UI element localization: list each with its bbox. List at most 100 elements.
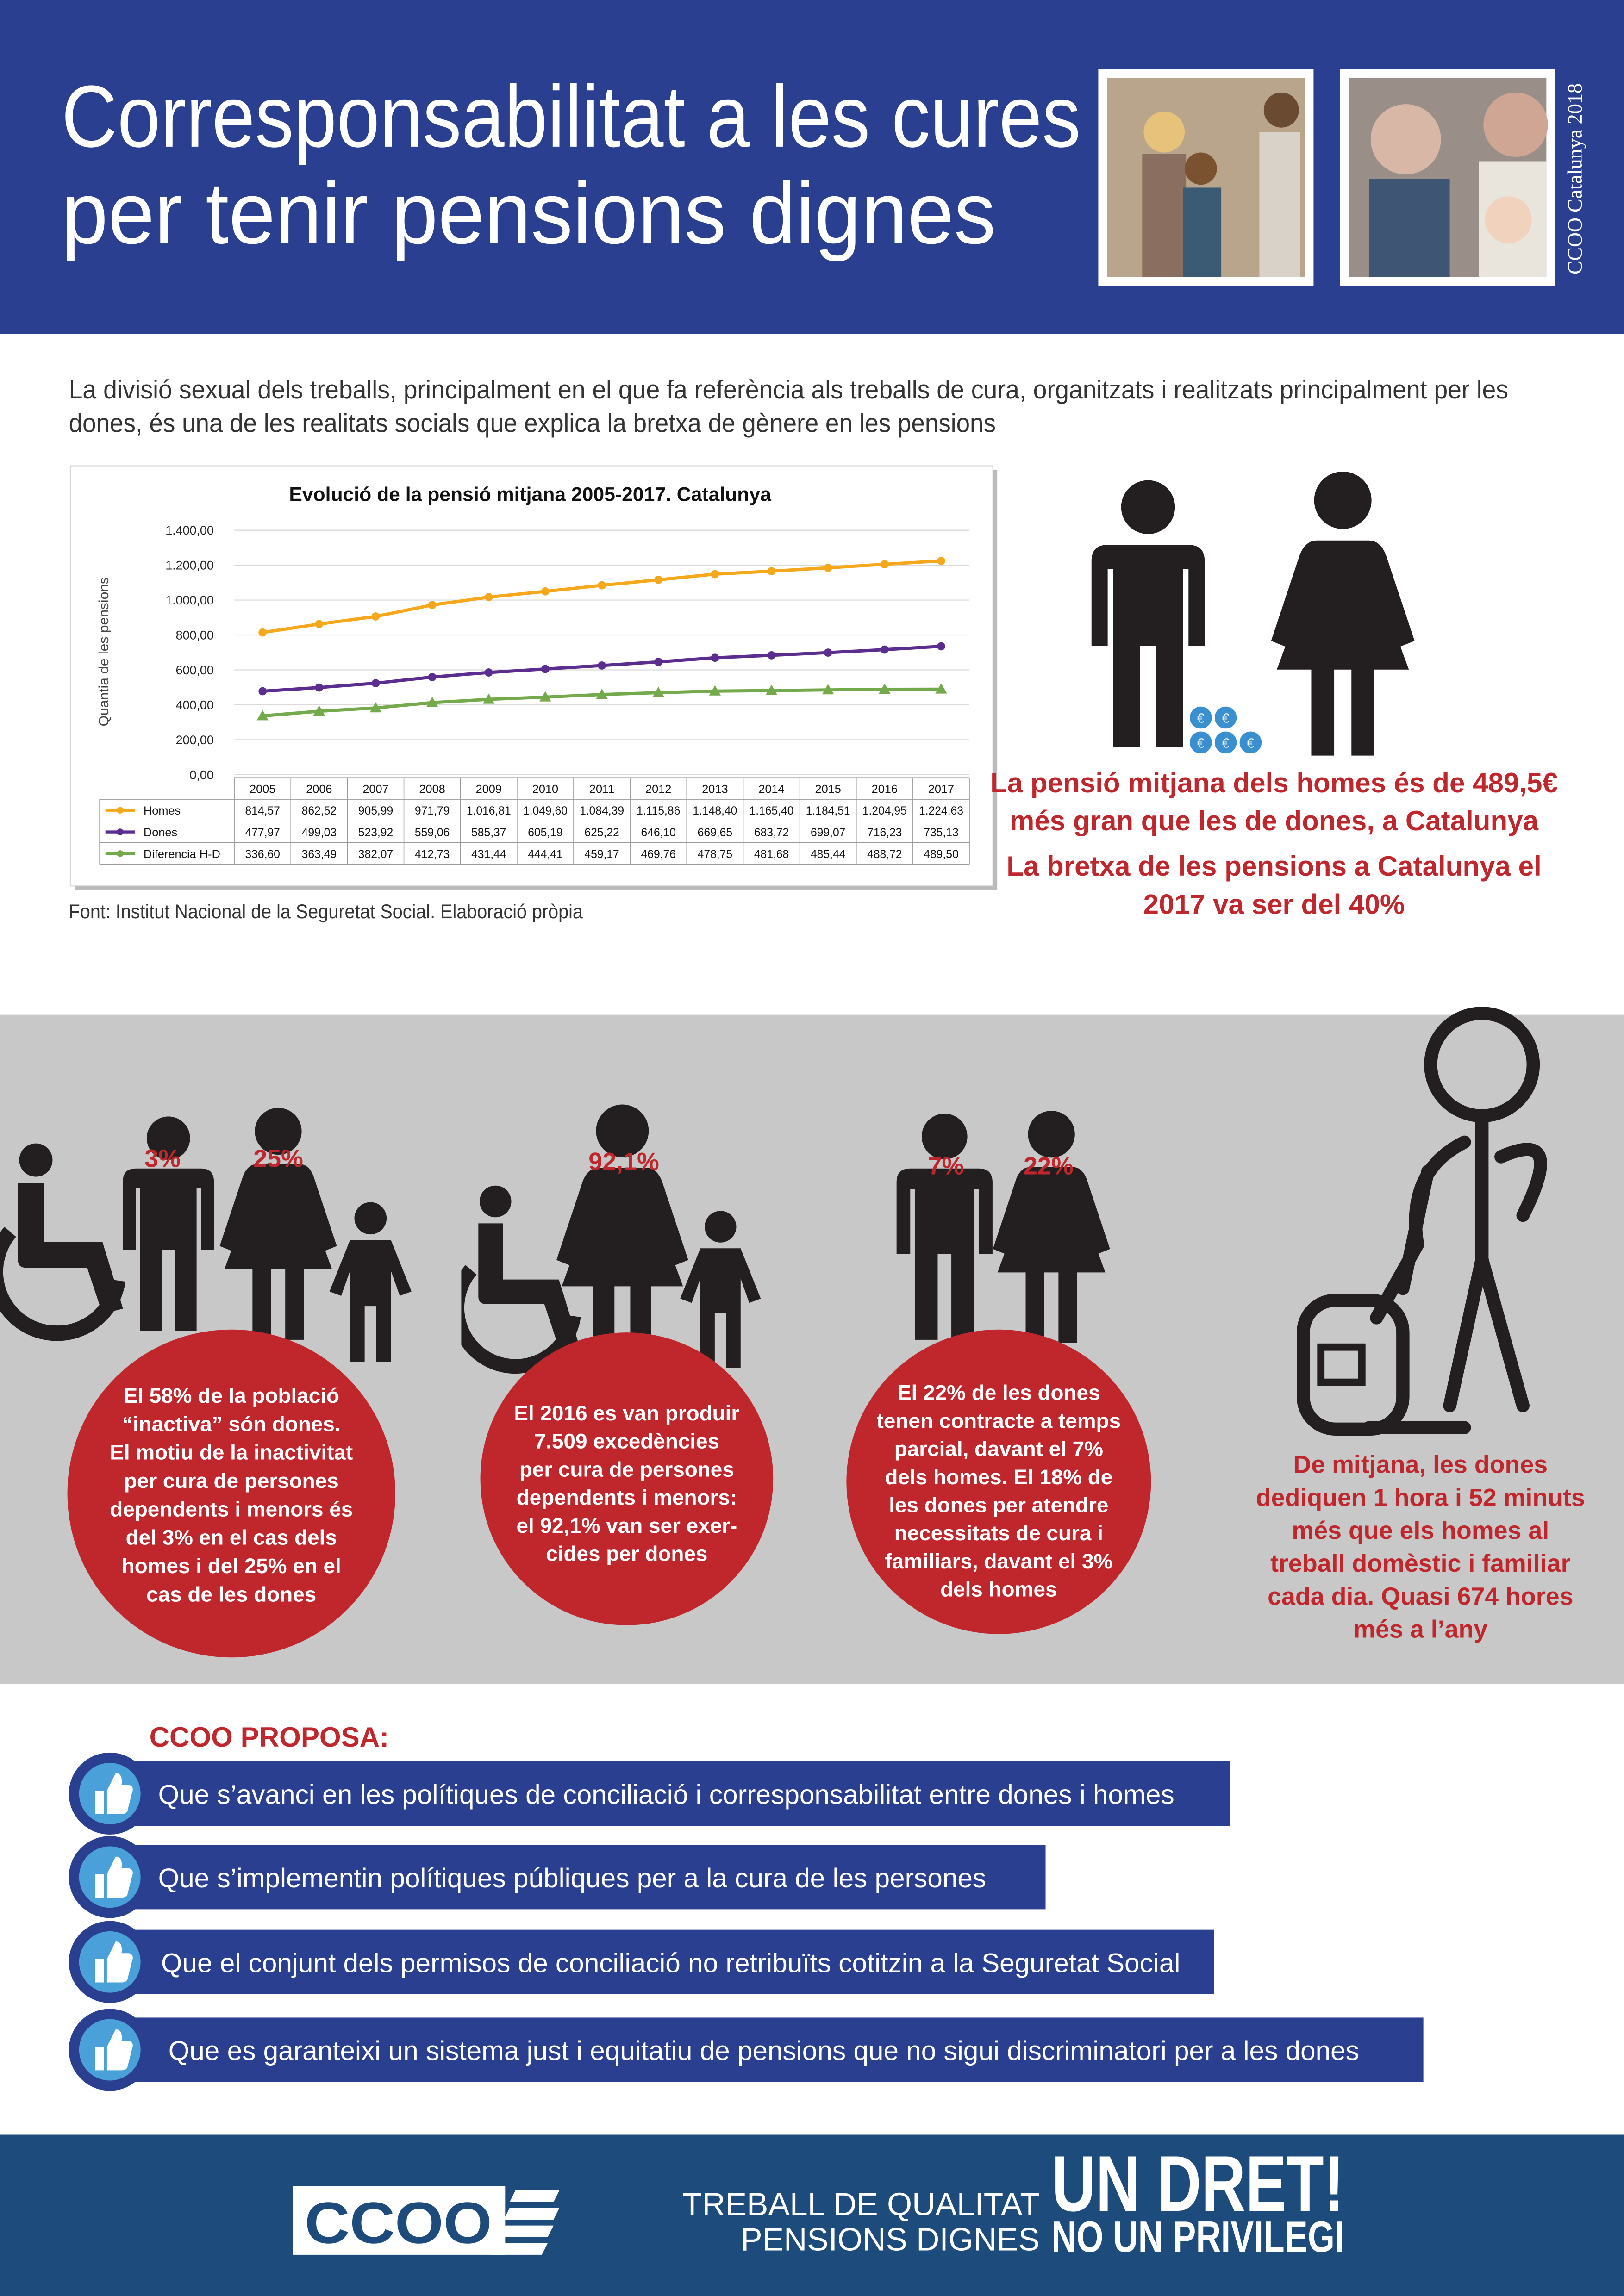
table-cell: 363,49 [302, 848, 337, 861]
table-cell: 699,07 [811, 827, 845, 839]
table-cell: 559,06 [415, 827, 450, 839]
table-cell: 1.148,40 [693, 805, 737, 817]
table-cell: 1.165,40 [750, 805, 794, 817]
point-marker [428, 673, 437, 681]
figure-text-line: treball domèstic i familiar [1270, 1549, 1570, 1577]
chart-box [69, 465, 993, 887]
circle-text-line: dependents i menors: [517, 1485, 737, 1509]
circle-text-line: “inactiva” són dones. [122, 1412, 340, 1436]
table-cell: 412,73 [415, 848, 450, 861]
table-cell: 605,19 [528, 827, 562, 839]
intro-line: dones, és una de les realitats socials q… [69, 409, 996, 438]
x-tick-label: 2015 [815, 783, 841, 796]
x-tick-label: 2009 [476, 783, 502, 796]
table-cell: 683,72 [754, 827, 789, 839]
title-line: Corresponsabilitat a les cures [62, 68, 1081, 166]
table-cell: 1.084,39 [580, 805, 624, 817]
table-cell: 735,13 [924, 827, 958, 839]
point-marker [598, 581, 606, 590]
point-marker [654, 658, 663, 666]
point-marker [315, 683, 324, 692]
side-label: CCOO Catalunya 2018 [1563, 83, 1586, 274]
figure-text-line: De mitjana, les dones [1293, 1451, 1548, 1479]
info-circle [480, 1332, 774, 1625]
percent-label: 22% [1024, 1152, 1074, 1180]
circle-text-line: per cura de persones [124, 1468, 339, 1493]
percent-label: 3% [144, 1145, 181, 1173]
point-marker [313, 705, 325, 716]
point-marker [937, 556, 945, 565]
y-tick-label: 400,00 [176, 698, 214, 712]
point-marker [824, 564, 832, 572]
point-marker [596, 688, 608, 699]
slogan-line: TREBALL DE QUALITAT [682, 2186, 1040, 2222]
circle-text-line: les dones per atendre [889, 1493, 1108, 1517]
coin-symbol: € [1222, 736, 1230, 751]
table-cell: 1.115,86 [637, 805, 680, 817]
table-cell: 336,60 [245, 848, 280, 861]
photo-family [1098, 69, 1314, 286]
table-cell: 971,79 [415, 805, 450, 817]
table-cell: 382,07 [358, 848, 393, 861]
table-cell: 481,68 [754, 848, 789, 861]
proposal-text: Que es garanteixi un sistema just i equi… [169, 2036, 1359, 2066]
intro-line: La divisió sexual dels treballs, princip… [69, 375, 1508, 404]
info-circle [67, 1329, 396, 1658]
percent-label: 92,1% [588, 1148, 659, 1176]
circle-text-line: cas de les dones [146, 1582, 316, 1606]
x-tick-label: 2013 [702, 783, 728, 796]
point-marker [880, 645, 889, 654]
y-tick-label: 200,00 [176, 733, 214, 747]
table-cell: 469,76 [641, 848, 676, 861]
table-cell: 431,44 [471, 848, 506, 861]
table-cell: 625,22 [584, 827, 619, 839]
y-tick-label: 600,00 [176, 663, 214, 677]
vacuum-figure [1297, 1007, 1547, 1436]
y-tick-label: 1.400,00 [165, 523, 214, 537]
figure-text-line: dediquen 1 hora i 52 minuts [1256, 1484, 1585, 1512]
thumb-icons [69, 1752, 151, 2091]
coin-symbol: € [1247, 736, 1254, 751]
point-marker [315, 620, 324, 628]
circle-text-line: dels homes [940, 1577, 1057, 1601]
circle-text-line: familiars, davant el 3% [885, 1549, 1112, 1573]
table-cell: 1.204,95 [862, 805, 907, 817]
circle-text-line: homes i del 25% en el [122, 1554, 341, 1578]
table-cell: 646,10 [641, 827, 676, 839]
table-cell: 1.224,63 [919, 805, 963, 817]
point-marker [484, 593, 493, 602]
table-cell: 523,92 [358, 827, 393, 839]
logo-stripes [492, 2190, 560, 2255]
point-marker [937, 642, 945, 651]
motto-line: NO UN PRIVILEGI [1051, 2213, 1344, 2262]
circle-text-line: El 58% de la població [124, 1383, 339, 1407]
y-axis-label: Quantia de les pensions [96, 577, 112, 726]
circle-text-line: 7.509 excedències [534, 1429, 719, 1453]
circle-text-line: necessitats de cura i [894, 1521, 1103, 1545]
point-marker [483, 693, 495, 704]
percent-label: 7% [928, 1152, 964, 1180]
point-marker [654, 575, 663, 584]
x-tick-label: 2010 [532, 783, 558, 796]
table-cell: 1.016,81 [467, 805, 511, 817]
x-tick-label: 2011 [589, 783, 614, 796]
table-cell: 862,52 [302, 805, 337, 817]
table-cell: 477,97 [245, 827, 280, 839]
coin-symbol: € [1197, 711, 1205, 726]
x-tick-label: 2008 [419, 783, 445, 796]
gap-stat-line: 2017 va ser del 40% [1143, 889, 1405, 920]
legend-label: Homes [144, 804, 181, 817]
x-tick-label: 2005 [250, 783, 275, 796]
x-tick-label: 2016 [872, 783, 898, 796]
table-cell: 499,03 [302, 827, 337, 839]
circle-text-line: per cura de persones [519, 1457, 734, 1481]
table-cell: 716,23 [867, 827, 902, 839]
point-marker [541, 665, 550, 673]
table-cell: 444,41 [528, 848, 562, 861]
x-tick-label: 2014 [758, 783, 784, 796]
table-cell: 459,17 [584, 848, 619, 861]
y-tick-label: 800,00 [176, 628, 214, 642]
table-cell: 669,65 [698, 827, 732, 839]
title-line: per tenir pensions dignes [62, 164, 996, 262]
